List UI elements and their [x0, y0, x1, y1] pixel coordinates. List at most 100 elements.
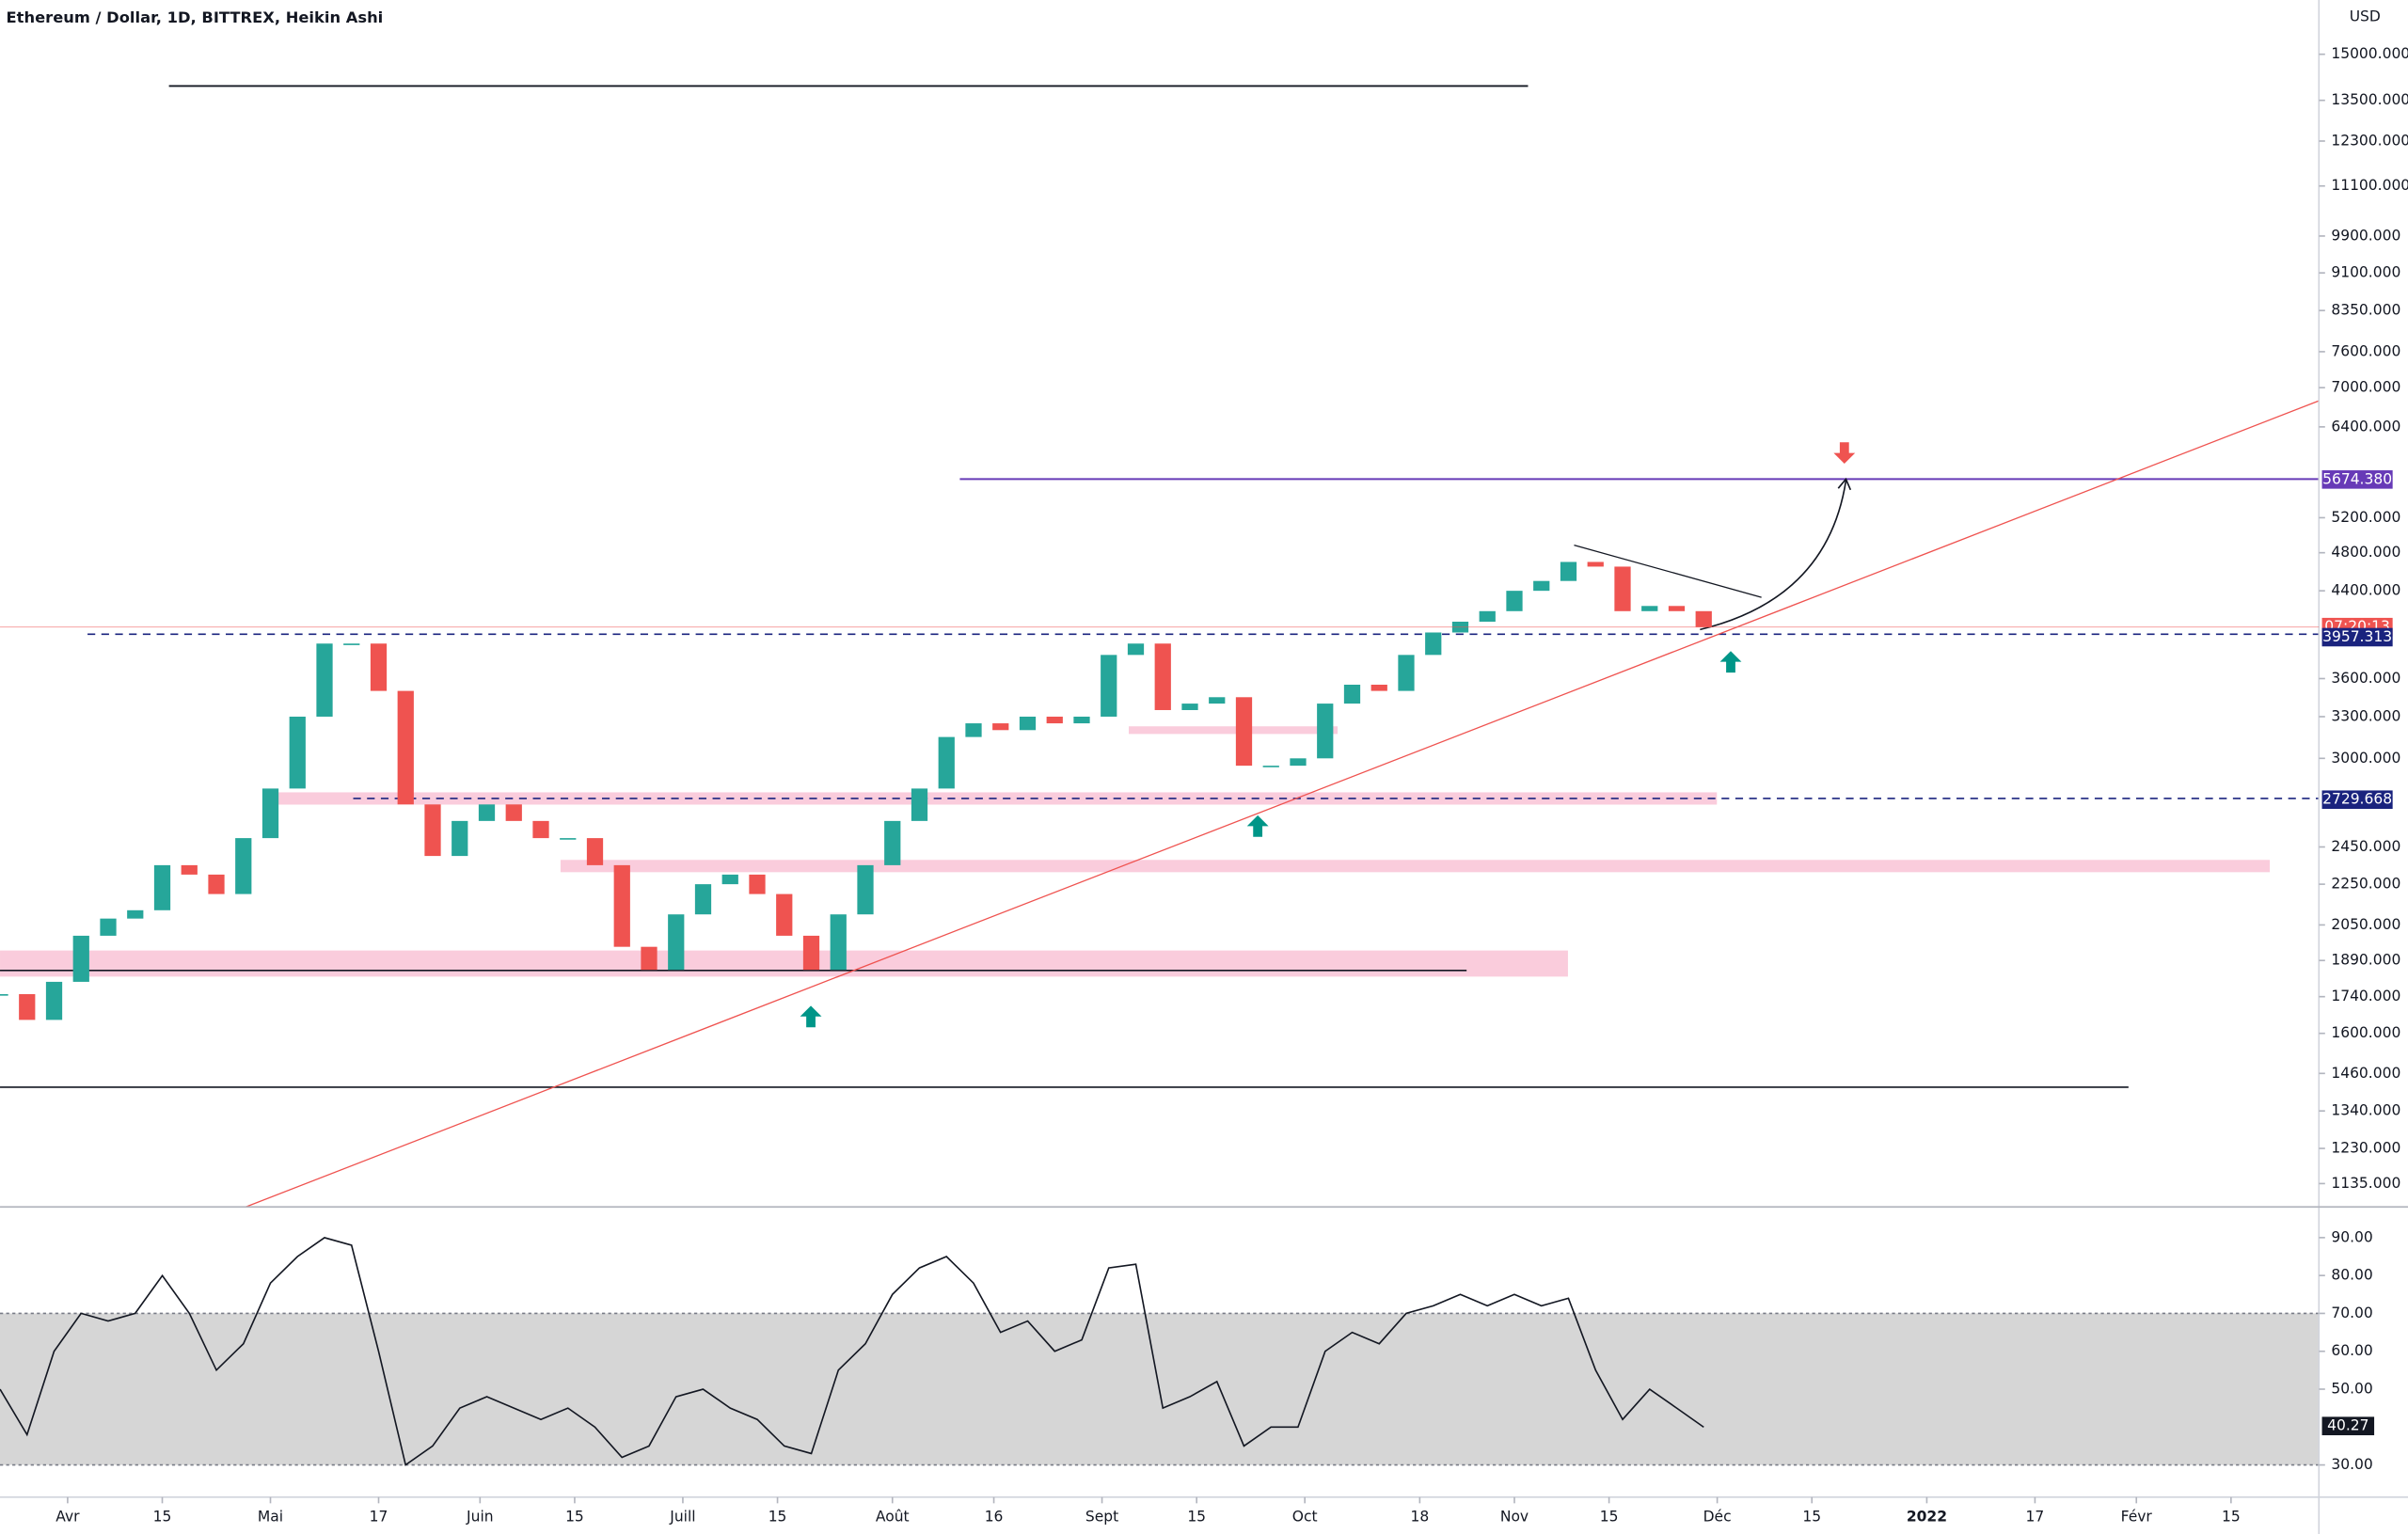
x-tick-label: 15	[1802, 1509, 1821, 1526]
candle	[397, 690, 414, 805]
candle	[749, 874, 766, 894]
candle	[965, 723, 982, 737]
x-tick-label: Août	[876, 1509, 910, 1526]
candle	[1154, 643, 1171, 710]
rsi-line	[0, 1237, 1704, 1466]
candle	[478, 804, 496, 821]
candle	[911, 788, 928, 821]
candle	[316, 643, 333, 717]
y-tick-label: 1740.000	[2331, 988, 2400, 1004]
x-tick-label: 15	[2222, 1509, 2241, 1526]
candle	[72, 935, 89, 982]
candle	[1370, 685, 1387, 691]
candle	[1479, 610, 1496, 623]
x-tick-label: Avr	[55, 1509, 80, 1526]
candle	[343, 643, 360, 645]
x-tick-label: 15	[1187, 1509, 1206, 1526]
y-tick-label: 4800.000	[2331, 544, 2400, 561]
candle	[289, 716, 306, 789]
zone	[560, 860, 2271, 873]
candle	[1587, 561, 1604, 567]
x-tick-label: 16	[985, 1509, 1004, 1526]
candle	[153, 864, 171, 910]
x-tick-label: Févr	[2121, 1509, 2153, 1526]
x-tick-label: Nov	[1500, 1509, 1529, 1526]
x-tick-label: 15	[768, 1509, 787, 1526]
y-tick-label: 1460.000	[2331, 1065, 2400, 1082]
candle	[1181, 704, 1198, 710]
x-tick-label: Juin	[466, 1509, 494, 1526]
candle	[1614, 566, 1631, 611]
y-tick-label: 5200.000	[2331, 509, 2400, 526]
y-tick-label: 15000.000	[2331, 45, 2408, 62]
y-tick-label: 2050.000	[2331, 916, 2400, 933]
candle	[668, 914, 685, 971]
y-tick-label: 7000.000	[2331, 379, 2400, 396]
candle	[1668, 606, 1686, 611]
last-value: 40.27	[2327, 1417, 2368, 1434]
y-tick-label: 8350.000	[2331, 302, 2400, 319]
candle	[1019, 716, 1037, 731]
price-tag: 2729.668	[2322, 791, 2392, 808]
y-tick-label: 11100.000	[2331, 177, 2408, 194]
candle	[100, 918, 117, 936]
currency: USD	[2350, 8, 2381, 24]
candle	[1425, 632, 1442, 656]
candle	[830, 914, 847, 971]
x-tick-label: 18	[1411, 1509, 1430, 1526]
candle	[613, 864, 630, 947]
candle	[208, 874, 225, 894]
candle	[776, 894, 793, 936]
candle	[452, 820, 468, 857]
trend-line	[1574, 544, 1762, 598]
candle	[1046, 716, 1063, 724]
drawings	[0, 85, 2320, 1208]
x-tick-label: 17	[2026, 1509, 2045, 1526]
candle	[586, 838, 604, 865]
candle	[1127, 643, 1145, 656]
candle	[560, 838, 577, 840]
projection-curve	[1700, 480, 1847, 631]
x-tick-label: Déc	[1703, 1509, 1732, 1526]
candle	[0, 994, 8, 996]
y-tick-label: 60.00	[2331, 1342, 2372, 1359]
last-value-bg	[2321, 1416, 2375, 1436]
candle	[19, 994, 36, 1020]
candle	[1506, 591, 1523, 611]
y-tick-label: 1890.000	[2331, 952, 2400, 969]
candle	[721, 874, 738, 885]
candle	[127, 909, 144, 919]
candle	[505, 804, 522, 821]
chart-title: Ethereum / Dollar, 1D, BITTREX, Heikin A…	[7, 8, 384, 26]
y-tick-label: 30.00	[2331, 1456, 2372, 1473]
candle	[1317, 704, 1334, 759]
arrow-head	[1837, 477, 1852, 491]
x-tick-label: 2022	[1907, 1509, 1947, 1526]
candle	[802, 935, 820, 971]
x-tick-label: Sept	[1085, 1509, 1118, 1526]
candle	[1641, 606, 1658, 611]
candle	[641, 946, 657, 971]
y-tick-label: 1230.000	[2331, 1140, 2400, 1157]
x-tick-label: 15	[1600, 1509, 1619, 1526]
candle	[181, 864, 198, 875]
price-tag-bg	[2321, 627, 2393, 647]
x-tick-label: Juill	[669, 1509, 695, 1526]
zone	[1129, 726, 1339, 735]
y-tick-label: 1600.000	[2331, 1024, 2400, 1041]
y-tick-label: 1340.000	[2331, 1102, 2400, 1119]
candle	[938, 736, 955, 789]
price-tag-bg	[2321, 470, 2393, 489]
x-tick-label: 15	[153, 1509, 172, 1526]
candle	[1343, 685, 1361, 704]
candle	[1695, 610, 1712, 627]
y-tick-label: 70.00	[2331, 1305, 2372, 1321]
candle	[884, 820, 901, 865]
y-tick-label: 1135.000	[2331, 1175, 2400, 1192]
down-arrow	[1833, 442, 1856, 465]
candle	[370, 643, 388, 691]
y-tick-label: 6400.000	[2331, 418, 2400, 435]
y-tick-label: 2450.000	[2331, 838, 2400, 855]
